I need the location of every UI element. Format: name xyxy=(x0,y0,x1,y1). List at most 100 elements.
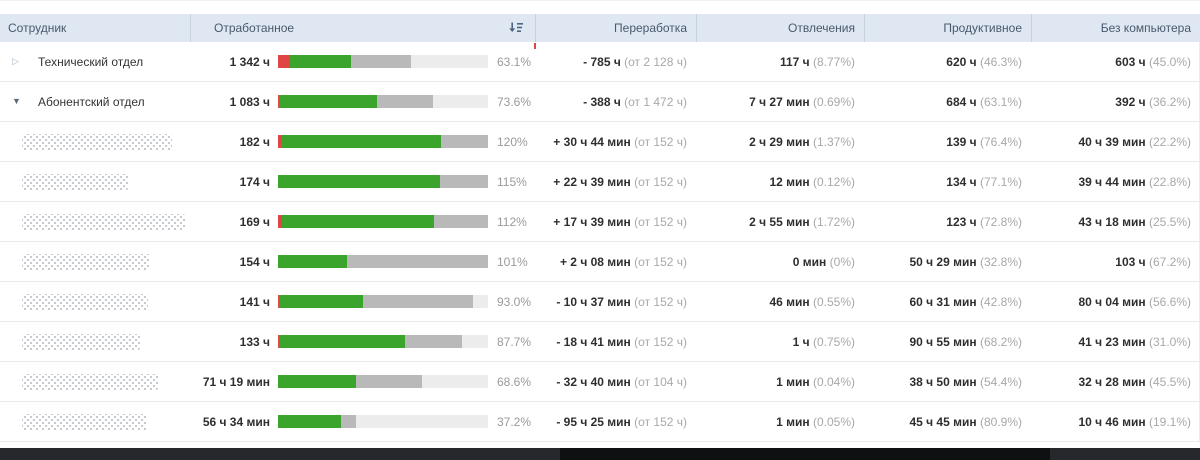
worked-percent: 120% xyxy=(497,134,528,149)
column-header-no-computer[interactable]: Без компьютера xyxy=(1031,14,1200,42)
no-computer-cell: 392 ч (36.2%) xyxy=(1031,95,1200,109)
censored-employee-name xyxy=(22,173,128,190)
overtime-note: (от 152 ч) xyxy=(634,214,687,229)
worked-cell: 56 ч 34 мин 37.2% xyxy=(190,402,535,441)
table-body: ▷ Технический отдел 1 342 ч 63.1% - 785 … xyxy=(0,42,1200,442)
column-header-label: Без компьютера xyxy=(1100,21,1191,35)
bar-productive-segment xyxy=(280,135,442,148)
distractions-value: 12 мин xyxy=(769,174,810,189)
distractions-cell: 2 ч 29 мин (1.37%) xyxy=(696,135,864,149)
table-row[interactable]: 141 ч 93.0% - 10 ч 37 мин (от 152 ч) 46 … xyxy=(0,282,1199,322)
overtime-note: (от 104 ч) xyxy=(634,374,687,389)
overtime-value: - 785 ч xyxy=(583,54,621,69)
distractions-cell: 12 мин (0.12%) xyxy=(696,175,864,189)
productive-note: (77.1%) xyxy=(979,174,1022,189)
bar-productive-segment xyxy=(278,255,347,268)
bar-productive-segment xyxy=(281,215,435,228)
censored-employee-name xyxy=(22,253,150,270)
distractions-cell: 117 ч (8.77%) xyxy=(696,55,864,69)
table-row[interactable]: 56 ч 34 мин 37.2% - 95 ч 25 мин (от 152 … xyxy=(0,402,1199,442)
worked-progress-bar xyxy=(278,135,488,148)
table-row[interactable]: 154 ч 101% + 2 ч 08 мин (от 152 ч) 0 мин… xyxy=(0,242,1199,282)
bar-distraction-segment xyxy=(278,55,290,68)
no-computer-note: (31.0%) xyxy=(1148,334,1191,349)
distractions-value: 117 ч xyxy=(779,54,810,69)
overtime-value: + 30 ч 44 мин xyxy=(553,134,631,149)
worked-cell: 1 342 ч 63.1% xyxy=(190,42,535,81)
overtime-note: (от 152 ч) xyxy=(634,134,687,149)
employee-cell xyxy=(0,242,190,281)
worked-hours: 169 ч xyxy=(239,214,270,229)
worked-cell: 182 ч 120% xyxy=(190,122,535,161)
table-row[interactable]: 182 ч 120% + 30 ч 44 мин (от 152 ч) 2 ч … xyxy=(0,122,1199,162)
sort-descending-icon[interactable] xyxy=(508,22,523,34)
productive-cell: 620 ч (46.3%) xyxy=(864,55,1031,69)
no-computer-cell: 10 ч 46 мин (19.1%) xyxy=(1031,415,1200,429)
productive-cell: 38 ч 50 мин (54.4%) xyxy=(864,375,1031,389)
productive-note: (32.8%) xyxy=(979,254,1022,269)
bar-distraction-segment xyxy=(278,295,280,308)
overtime-note: (от 152 ч) xyxy=(634,254,687,269)
department-name: Технический отдел xyxy=(38,54,144,69)
worked-hours: 1 342 ч xyxy=(229,54,270,69)
no-computer-note: (45.5%) xyxy=(1148,374,1191,389)
worked-cell: 1 083 ч 73.6% xyxy=(190,82,535,121)
productive-value: 134 ч xyxy=(946,174,977,189)
productive-value: 60 ч 31 мин xyxy=(909,294,977,309)
overtime-note: (от 152 ч) xyxy=(634,414,687,429)
no-computer-value: 10 ч 46 мин xyxy=(1078,414,1146,429)
table-row[interactable]: 169 ч 112% + 17 ч 39 мин (от 152 ч) 2 ч … xyxy=(0,202,1199,242)
worked-percent: 115% xyxy=(497,174,527,189)
table-row[interactable]: ▷ Технический отдел 1 342 ч 63.1% - 785 … xyxy=(0,42,1199,82)
censored-employee-name xyxy=(22,133,172,150)
horizontal-scrollbar[interactable] xyxy=(0,448,1200,460)
distractions-cell: 46 мин (0.55%) xyxy=(696,295,864,309)
table-row[interactable]: ▼ Абонентский отдел 1 083 ч 73.6% - 388 … xyxy=(0,82,1199,122)
overtime-note: (от 152 ч) xyxy=(634,334,687,349)
no-computer-value: 392 ч xyxy=(1115,94,1146,109)
overtime-note: (от 1 472 ч) xyxy=(624,94,687,109)
no-computer-note: (56.6%) xyxy=(1148,294,1191,309)
no-computer-cell: 39 ч 44 мин (22.8%) xyxy=(1031,175,1200,189)
worked-percent: 73.6% xyxy=(497,94,532,109)
distractions-value: 2 ч 55 мин xyxy=(749,214,810,229)
worked-hours: 141 ч xyxy=(239,294,270,309)
overtime-cell: - 388 ч (от 1 472 ч) xyxy=(535,95,696,109)
distractions-cell: 2 ч 55 мин (1.72%) xyxy=(696,215,864,229)
productive-note: (46.3%) xyxy=(979,54,1022,69)
bar-neutral-segment xyxy=(350,55,411,68)
no-computer-note: (45.0%) xyxy=(1148,54,1191,69)
employee-cell xyxy=(0,362,190,401)
distractions-value: 46 мин xyxy=(769,294,810,309)
bar-distraction-segment xyxy=(278,95,280,108)
column-header-overtime[interactable]: Переработка xyxy=(535,14,696,42)
table-row[interactable]: 174 ч 115% + 22 ч 39 мин (от 152 ч) 12 м… xyxy=(0,162,1199,202)
distractions-value: 1 ч xyxy=(792,334,810,349)
employee-cell xyxy=(0,402,190,441)
no-computer-value: 103 ч xyxy=(1115,254,1146,269)
distractions-value: 7 ч 27 мин xyxy=(749,94,810,109)
productive-value: 123 ч xyxy=(946,214,977,229)
bar-productive-segment xyxy=(278,375,357,388)
scrollbar-thumb[interactable] xyxy=(560,448,1050,460)
column-resize-indicator xyxy=(534,43,536,49)
column-header-productive[interactable]: Продуктивное xyxy=(864,14,1031,42)
bar-productive-segment xyxy=(278,415,342,428)
no-computer-value: 603 ч xyxy=(1115,54,1146,69)
table-row[interactable]: 71 ч 19 мин 68.6% - 32 ч 40 мин (от 104 … xyxy=(0,362,1199,402)
expander-icon[interactable]: ▷ xyxy=(12,56,19,66)
column-header-distractions[interactable]: Отвлечения xyxy=(696,14,864,42)
distractions-note: (0.55%) xyxy=(812,294,855,309)
worked-cell: 154 ч 101% xyxy=(190,242,535,281)
no-computer-note: (67.2%) xyxy=(1148,254,1191,269)
table-row[interactable]: 133 ч 87.7% - 18 ч 41 мин (от 152 ч) 1 ч… xyxy=(0,322,1199,362)
productive-cell: 134 ч (77.1%) xyxy=(864,175,1031,189)
column-header-worked[interactable]: Отработанное xyxy=(190,14,535,42)
overtime-value: + 17 ч 39 мин xyxy=(553,214,631,229)
productive-cell: 139 ч (76.4%) xyxy=(864,135,1031,149)
overtime-value: - 10 ч 37 мин xyxy=(556,294,631,309)
expander-icon[interactable]: ▼ xyxy=(12,96,21,106)
worked-progress-bar xyxy=(278,335,488,348)
column-header-employee[interactable]: Сотрудник xyxy=(0,14,190,42)
